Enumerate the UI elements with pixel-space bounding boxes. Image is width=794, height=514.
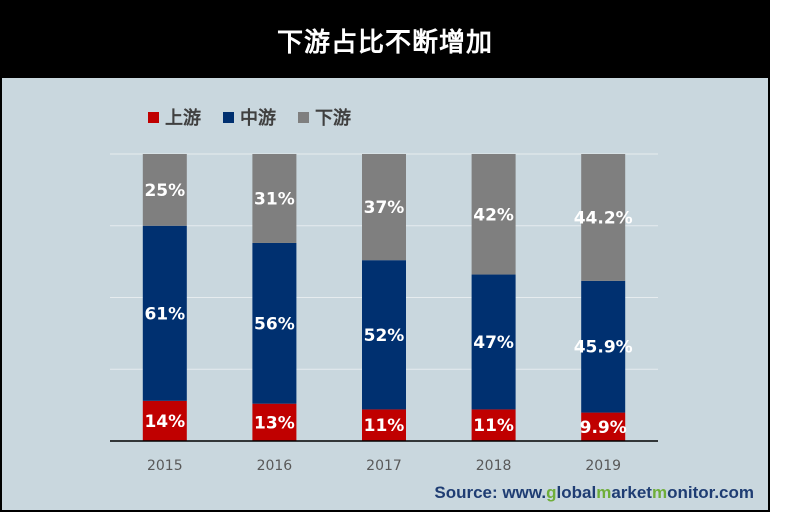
legend-swatch-upstream [148, 111, 159, 123]
legend-swatch-midstream [223, 111, 234, 123]
data-label-2015-series-1: 61% [144, 304, 185, 324]
data-label-2015-series-2: 25% [144, 181, 185, 201]
bar-2016-series-2 [252, 154, 297, 243]
bar-2017-series-0 [362, 409, 406, 441]
source-part3: m [596, 483, 612, 502]
data-label-2018-series-0: 11% [473, 416, 514, 436]
source-part2: lobal [556, 483, 597, 502]
data-label-2018-series-2: 42% [473, 205, 514, 225]
data-label-2019-series-2: 44.2% [574, 208, 633, 228]
bar-2018-series-0 [471, 409, 516, 441]
data-label-2018-series-1: 47% [473, 333, 514, 353]
bar-2015-series-0 [142, 400, 187, 441]
legend-item-midstream: 中游 [223, 104, 276, 130]
bar-2017-series-1 [362, 260, 406, 410]
source-part5: m [651, 483, 668, 502]
source-part6: onitor [667, 483, 715, 502]
bar-2015-series-1 [142, 225, 187, 401]
bar-2015-series-2 [142, 154, 187, 226]
title-bar: 下游占比不断增加 [2, 2, 768, 78]
data-label-2016-series-2: 31% [254, 189, 295, 209]
bar-2016-series-0 [252, 403, 297, 441]
bar-2016-series-1 [252, 242, 297, 404]
x-tick-label-2017: 2017 [366, 458, 402, 474]
legend-item-upstream: 上游 [148, 104, 201, 130]
legend-label-upstream: 上游 [165, 108, 201, 129]
chart-title: 下游占比不断增加 [276, 27, 493, 58]
data-label-2017-series-2: 37% [364, 198, 405, 218]
legend-label-downstream: 下游 [315, 108, 351, 129]
legend: 上游 中游 下游 [148, 104, 351, 130]
data-label-2017-series-1: 52% [364, 326, 405, 346]
data-label-2019-series-1: 45.9% [574, 338, 633, 358]
source-part4: arket [611, 483, 652, 502]
source-text: Source: www.globalmarketmonitor.com [434, 483, 754, 503]
bar-2017-series-2 [362, 154, 406, 261]
data-label-2017-series-0: 11% [364, 416, 405, 436]
bar-2018-series-1 [471, 274, 516, 410]
source-prefix: Source: www. [434, 483, 547, 502]
bar-2019-series-0 [581, 412, 626, 441]
bar-2019-series-1 [581, 280, 626, 413]
legend-item-downstream: 下游 [298, 104, 351, 130]
x-tick-label-2018: 2018 [476, 458, 512, 474]
x-tick-label-2015: 2015 [147, 458, 183, 474]
bar-2019-series-2 [581, 154, 626, 281]
data-label-2016-series-1: 56% [254, 314, 295, 334]
data-label-2019-series-0: 9.9% [580, 418, 627, 438]
data-label-2016-series-0: 13% [254, 413, 295, 433]
data-label-2015-series-0: 14% [144, 412, 185, 432]
bar-2018-series-2 [471, 154, 516, 275]
x-tick-label-2019: 2019 [585, 458, 621, 474]
x-tick-label-2016: 2016 [257, 458, 293, 474]
source-suffix: .com [714, 483, 754, 502]
legend-swatch-downstream [298, 111, 309, 123]
legend-label-midstream: 中游 [240, 108, 276, 129]
source-part1: g [546, 483, 557, 502]
